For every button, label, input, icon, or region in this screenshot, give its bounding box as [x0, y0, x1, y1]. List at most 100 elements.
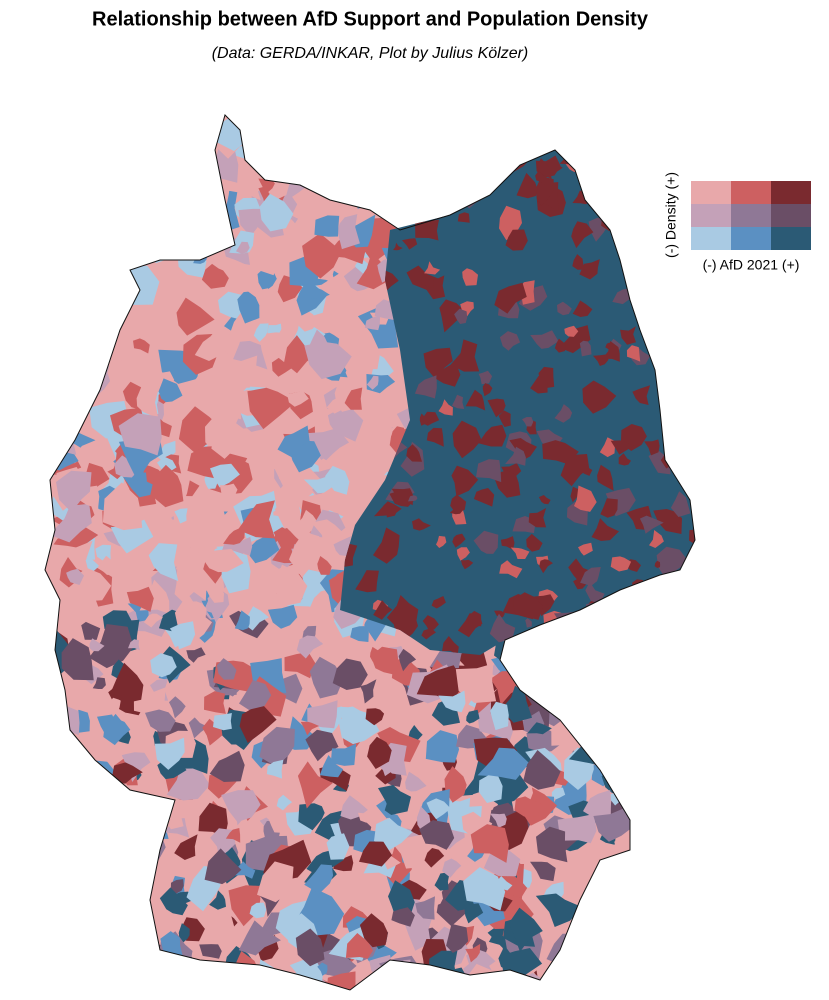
region	[451, 157, 474, 176]
region	[660, 396, 684, 421]
region	[600, 498, 618, 518]
region	[62, 173, 105, 197]
region	[120, 805, 150, 838]
region	[205, 584, 224, 603]
region	[661, 424, 693, 459]
region	[686, 291, 695, 311]
region	[79, 198, 113, 229]
region	[599, 602, 609, 613]
region	[673, 115, 695, 145]
region	[481, 984, 519, 990]
region	[45, 361, 55, 393]
region	[677, 137, 695, 174]
region	[689, 933, 695, 949]
region	[666, 574, 681, 593]
region	[110, 662, 144, 704]
region	[662, 352, 691, 379]
region	[66, 568, 84, 585]
region	[62, 137, 94, 177]
region	[677, 386, 693, 403]
region	[45, 696, 64, 737]
region	[249, 902, 267, 919]
region	[53, 861, 80, 891]
region	[414, 134, 449, 175]
region	[530, 330, 559, 349]
region	[664, 713, 683, 727]
region	[129, 984, 151, 990]
region	[649, 530, 664, 548]
region	[82, 166, 109, 200]
region	[58, 785, 94, 825]
region	[233, 322, 268, 370]
region	[256, 288, 271, 302]
region	[612, 197, 652, 236]
chart-title: Relationship between AfD Support and Pop…	[92, 8, 649, 30]
region	[634, 181, 650, 199]
region	[427, 151, 462, 196]
region	[675, 866, 687, 886]
region	[586, 689, 605, 705]
region	[668, 637, 686, 654]
region	[588, 161, 614, 190]
region	[606, 158, 642, 192]
region	[344, 387, 363, 410]
region	[373, 600, 393, 620]
region	[691, 663, 695, 678]
region	[604, 597, 638, 626]
region	[464, 903, 484, 924]
region	[634, 182, 658, 213]
region	[679, 951, 695, 969]
region	[102, 458, 115, 472]
region	[295, 928, 325, 967]
region	[629, 620, 661, 658]
region	[51, 190, 82, 216]
region	[621, 960, 654, 990]
region	[455, 663, 497, 703]
region	[680, 364, 695, 382]
region	[80, 201, 100, 219]
region	[375, 396, 398, 420]
region	[633, 225, 648, 239]
region	[289, 531, 323, 578]
region	[168, 965, 201, 990]
legend-cell	[771, 227, 811, 250]
region	[69, 808, 83, 827]
region	[601, 870, 631, 899]
legend-y-label: (-) Density (+)	[663, 172, 679, 258]
region	[243, 606, 269, 631]
region	[202, 962, 243, 990]
region	[317, 349, 349, 375]
legend-cell	[691, 204, 731, 227]
region	[364, 179, 396, 201]
region	[253, 323, 269, 342]
region	[330, 743, 357, 766]
region	[84, 853, 127, 886]
region	[643, 885, 659, 902]
region	[107, 265, 160, 305]
region	[671, 817, 695, 853]
region	[426, 798, 451, 820]
region	[516, 172, 538, 199]
region	[216, 658, 237, 680]
region	[45, 388, 55, 409]
region	[505, 229, 528, 251]
legend-x-label: (-) AfD 2021 (+)	[703, 257, 800, 273]
region	[199, 944, 222, 959]
region	[332, 658, 368, 690]
region	[405, 771, 427, 792]
region	[687, 458, 695, 473]
region	[277, 425, 310, 458]
region	[45, 115, 85, 142]
region	[523, 750, 561, 790]
region	[82, 223, 123, 259]
region	[420, 137, 441, 156]
region	[614, 637, 630, 651]
region	[213, 713, 232, 731]
region	[166, 763, 210, 801]
region	[274, 499, 301, 529]
region	[571, 115, 610, 144]
region	[673, 454, 695, 475]
region	[613, 919, 630, 932]
region	[82, 220, 105, 245]
region	[222, 263, 257, 293]
